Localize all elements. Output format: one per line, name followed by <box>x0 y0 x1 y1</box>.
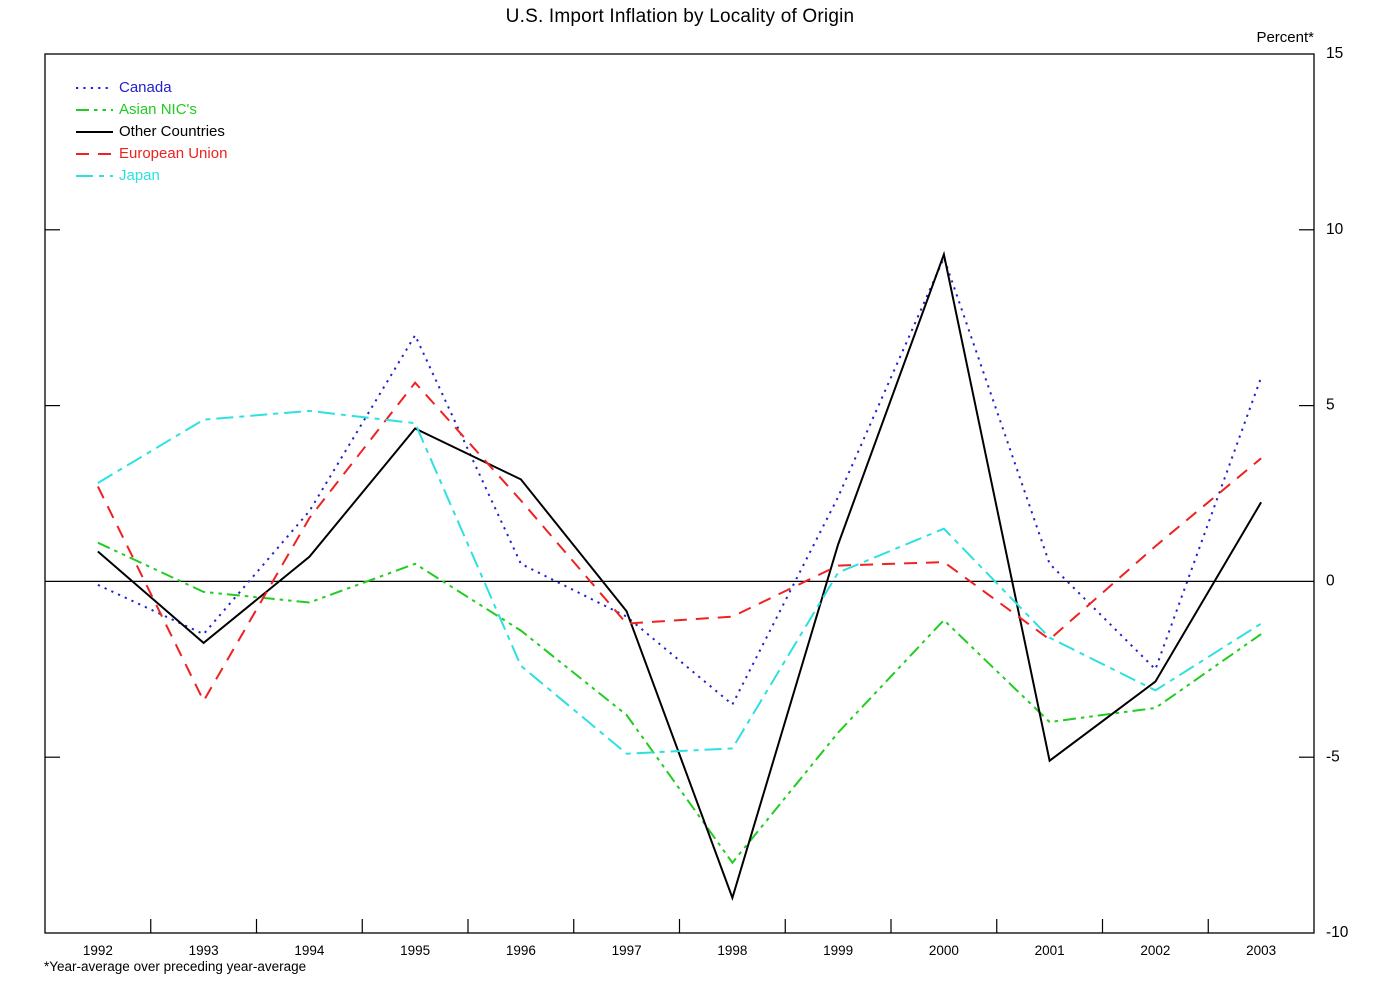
x-tick-label: 1999 <box>823 943 853 958</box>
x-tick-label: 1995 <box>400 943 430 958</box>
legend-label: European Union <box>119 145 227 162</box>
x-tick-label: 2000 <box>929 943 959 958</box>
x-tick-label: 1998 <box>717 943 747 958</box>
x-tick-label: 2002 <box>1140 943 1170 958</box>
y-tick-label: -5 <box>1326 748 1340 765</box>
legend-label: Canada <box>119 79 172 96</box>
chart-footnote: *Year-average over preceding year-averag… <box>44 959 307 974</box>
x-tick-label: 1993 <box>189 943 219 958</box>
plot-frame <box>44 53 1315 934</box>
series-line-asian-nic-s <box>97 541 1262 865</box>
y-tick-label: 10 <box>1326 221 1344 238</box>
x-tick-label: 1997 <box>612 943 642 958</box>
legend-label: Other Countries <box>119 123 225 140</box>
y-tick-label: -10 <box>1326 924 1349 941</box>
legend-label: Asian NIC's <box>119 101 197 118</box>
series-line-canada <box>97 255 1263 707</box>
x-tick-label: 2001 <box>1035 943 1065 958</box>
x-tick-label: 1994 <box>294 943 325 958</box>
chart-title: U.S. Import Inflation by Locality of Ori… <box>505 6 855 27</box>
legend-label: Japan <box>119 167 160 184</box>
x-tick-label: 1996 <box>506 943 536 958</box>
y-tick-label: 0 <box>1326 572 1335 589</box>
series-line-japan <box>97 409 1262 755</box>
y-axis-unit-label: Percent* <box>1256 29 1314 46</box>
y-tick-label: 5 <box>1326 397 1335 414</box>
series-line-other-countries <box>97 250 1262 901</box>
series-line-european-union <box>97 381 1262 704</box>
x-tick-label: 2003 <box>1246 943 1276 958</box>
y-tick-label: 15 <box>1326 45 1343 62</box>
x-tick-label: 1992 <box>83 943 113 958</box>
